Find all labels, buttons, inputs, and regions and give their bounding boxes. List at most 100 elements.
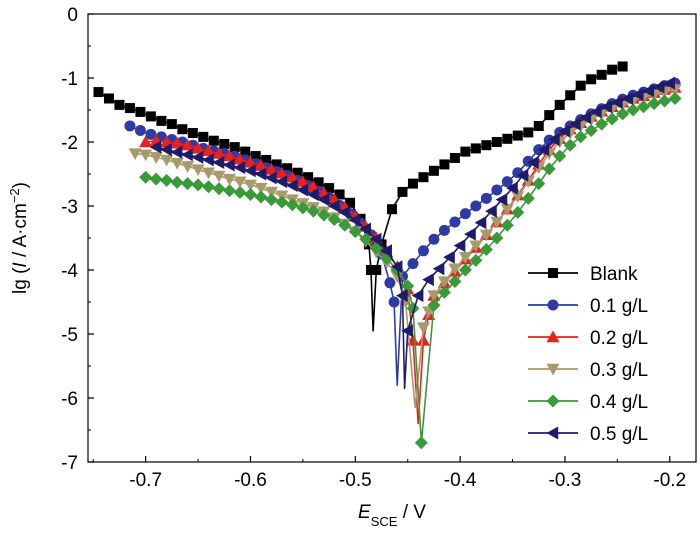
data-point [458, 263, 472, 277]
data-point [565, 90, 576, 101]
data-point [458, 252, 472, 264]
data-point [191, 150, 204, 164]
data-point [296, 201, 310, 215]
data-point [202, 153, 214, 167]
legend-item: 0.1 g/L [528, 296, 648, 317]
data-point [459, 208, 471, 220]
legend-marker [546, 363, 560, 376]
series-line-0-5-g-l [155, 82, 671, 390]
data-point [438, 224, 450, 236]
data-point [479, 243, 493, 257]
data-point [202, 167, 216, 180]
data-point [533, 121, 544, 131]
ticks-layer: -0.7 -0.6 -0.5 -0.4 -0.3 -0.2 0 -1 -2 -3 -4 -5 -6 -7 [61, 5, 686, 491]
x-tick-label: -0.2 [653, 470, 686, 491]
data-point [181, 138, 195, 151]
data-point [511, 191, 525, 203]
data-point [416, 333, 430, 346]
data-point [647, 97, 661, 111]
data-point [512, 130, 523, 141]
legend-marker [546, 426, 559, 440]
data-point [558, 124, 571, 138]
data-point [652, 80, 665, 94]
data-point [422, 273, 434, 287]
data-point [160, 173, 174, 187]
data-point [406, 301, 420, 315]
data-point [631, 88, 644, 102]
data-point [527, 155, 539, 169]
data-point [254, 167, 267, 181]
legend-item: 0.2 g/L [528, 328, 648, 349]
data-point [285, 198, 299, 212]
data-point [428, 233, 440, 245]
data-point [139, 149, 153, 162]
data-point [596, 69, 607, 80]
data-point [212, 147, 226, 159]
x-tick-label: -0.5 [339, 470, 372, 491]
data-point [575, 80, 586, 91]
data-point [542, 162, 556, 176]
data-point [285, 170, 299, 183]
data-point [359, 232, 373, 246]
y-axis-title-post: ) [10, 182, 31, 188]
data-point [411, 289, 424, 303]
legend-marker [546, 330, 560, 343]
data-point [348, 213, 361, 227]
data-point [275, 175, 288, 189]
y-axis-title-var: I [10, 262, 31, 268]
data-point [605, 112, 619, 126]
data-point [317, 193, 330, 207]
data-point [511, 205, 525, 219]
legend-label: 0.2 g/L [590, 328, 648, 349]
data-point [617, 61, 628, 72]
data-point [390, 260, 403, 274]
data-point [135, 106, 146, 117]
data-point [490, 216, 504, 229]
data-point [469, 253, 483, 267]
data-point [395, 289, 408, 303]
data-point [139, 135, 153, 148]
data-point [427, 290, 441, 303]
data-point [668, 91, 682, 105]
data-point [145, 128, 157, 140]
data-point [388, 296, 400, 308]
data-point [124, 120, 136, 132]
data-point [240, 146, 251, 157]
data-point [212, 170, 226, 183]
data-point [642, 84, 655, 98]
data-point [212, 182, 226, 196]
data-point [414, 436, 428, 450]
data-point [212, 155, 225, 169]
y-tick-label: -2 [61, 133, 78, 154]
data-point [469, 240, 483, 253]
data-point [553, 149, 567, 163]
data-point [191, 141, 205, 154]
data-point [264, 193, 278, 207]
series-line-blank [98, 65, 623, 332]
legend-item: Blank [528, 264, 638, 285]
legend: Blank 0.1 g/L 0.2 g/L 0.3 g/L 0.4 g/L 0.5 g/L [528, 264, 648, 445]
data-point [521, 191, 535, 205]
data-point [584, 123, 598, 137]
data-point [338, 205, 351, 219]
data-point [296, 183, 309, 197]
x-tick-label: -0.4 [444, 470, 477, 491]
data-point [547, 132, 560, 146]
data-point [626, 103, 640, 117]
data-point [369, 241, 383, 255]
data-point [417, 245, 429, 257]
x-axis-title-main: E [358, 502, 371, 523]
x-tick-label: -0.3 [549, 470, 582, 491]
data-point [243, 179, 257, 192]
data-point [663, 76, 675, 90]
data-point [303, 172, 314, 183]
data-point [495, 193, 508, 207]
data-point [397, 186, 408, 197]
data-point [334, 189, 345, 200]
data-point [439, 159, 450, 170]
y-axis-title-pre: lg ( [10, 267, 31, 294]
legend-label: 0.5 g/L [590, 424, 648, 445]
data-point [187, 128, 198, 139]
data-point [170, 175, 184, 189]
